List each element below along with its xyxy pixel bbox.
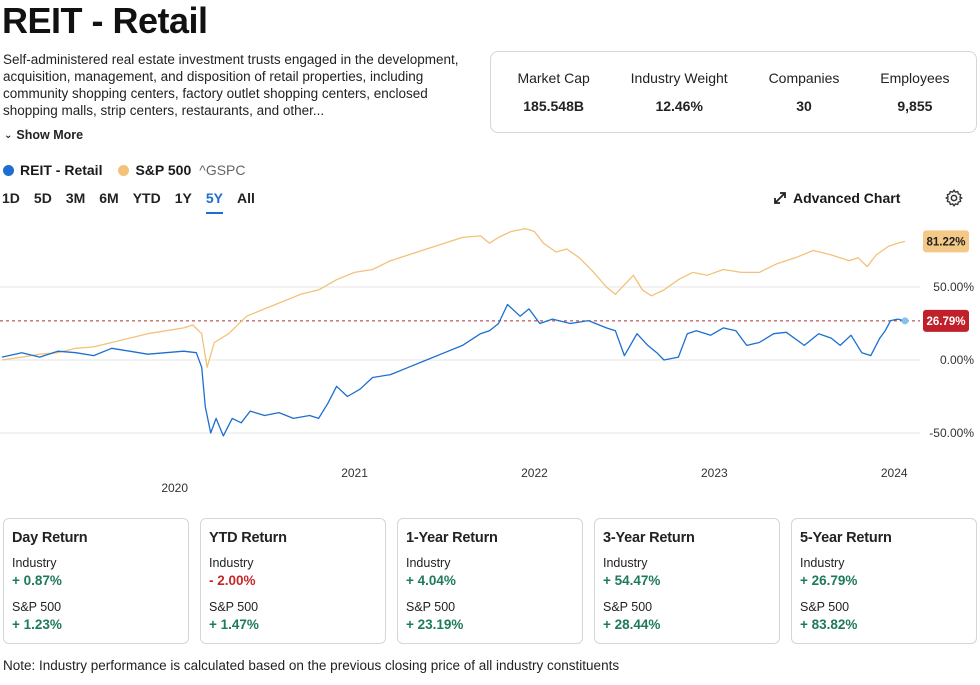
stat-value: 12.46% xyxy=(655,98,703,114)
footnote: Note: Industry performance is calculated… xyxy=(3,658,620,673)
chevron-down-icon: ⌄ xyxy=(4,129,13,141)
industry-label: Industry xyxy=(209,556,254,570)
stat-value: 185.548B xyxy=(523,98,584,114)
stat-industry-weight: Industry Weight 12.46% xyxy=(631,70,728,114)
stat-label: Employees xyxy=(880,70,950,86)
sp500-value: + 28.44% xyxy=(603,617,661,632)
industry-value: + 26.79% xyxy=(800,573,858,588)
reit-end-badge xyxy=(923,309,969,332)
legend-item-sp500[interactable]: S&P 500 ^GSPC xyxy=(118,162,246,178)
range-1d[interactable]: 1D xyxy=(2,190,20,206)
y-tick-label: 50.00% xyxy=(933,280,974,294)
x-tick-label: 2023 xyxy=(701,466,728,480)
gear-icon[interactable] xyxy=(944,188,964,208)
card-title: YTD Return xyxy=(209,530,287,546)
card-1-year-return: 1-Year Return Industry + 4.04% S&P 500 +… xyxy=(397,518,583,644)
sp500-label: S&P 500 xyxy=(603,600,653,614)
sp500-line xyxy=(1,227,906,368)
sp500-label: S&P 500 xyxy=(800,600,850,614)
industry-description: Self-administered real estate investment… xyxy=(3,52,459,118)
range-ytd[interactable]: YTD xyxy=(132,190,161,206)
stat-market-cap: Market Cap 185.548B xyxy=(517,70,589,114)
industry-label: Industry xyxy=(603,556,648,570)
expand-icon xyxy=(774,192,786,204)
card-title: Day Return xyxy=(12,530,88,546)
stat-value: 30 xyxy=(796,98,812,114)
sp500-value: + 83.82% xyxy=(800,617,858,632)
advanced-chart-label: Advanced Chart xyxy=(793,190,901,206)
stats-panel: Market Cap 185.548B Industry Weight 12.4… xyxy=(490,51,977,133)
industry-value: + 4.04% xyxy=(406,573,456,588)
reit-retail-line xyxy=(1,303,906,437)
show-more-button[interactable]: ⌄ Show More xyxy=(4,128,83,142)
range-selector: 1D 5D 3M 6M YTD 1Y 5Y All xyxy=(2,190,262,214)
industry-value: - 2.00% xyxy=(209,573,256,588)
reit-end-point xyxy=(901,317,909,325)
sp500-end-badge-label: 81.22% xyxy=(926,236,965,248)
range-5y[interactable]: 5Y xyxy=(199,190,230,214)
range-all[interactable]: All xyxy=(236,190,255,206)
range-3m[interactable]: 3M xyxy=(65,190,86,206)
sp500-value: + 23.19% xyxy=(406,617,464,632)
y-tick-label: -50.00% xyxy=(929,426,974,440)
legend-label: REIT - Retail xyxy=(20,162,103,178)
legend-item-reit[interactable]: REIT - Retail xyxy=(3,162,102,178)
sp500-label: S&P 500 xyxy=(209,600,259,614)
industry-value: + 54.47% xyxy=(603,573,661,588)
stat-label: Companies xyxy=(768,70,840,86)
legend-label: S&P 500 xyxy=(135,162,192,178)
return-cards: Day Return Industry + 0.87% S&P 500 + 1.… xyxy=(3,518,977,644)
range-6m[interactable]: 6M xyxy=(99,190,119,206)
stat-label: Industry Weight xyxy=(630,70,728,86)
legend-dot-icon xyxy=(118,164,130,176)
card-ytd-return: YTD Return Industry - 2.00% S&P 500 + 1.… xyxy=(200,518,386,644)
card-title: 1-Year Return xyxy=(406,530,498,546)
industry-label: Industry xyxy=(406,556,451,570)
industry-value: + 0.87% xyxy=(12,573,62,588)
range-1y[interactable]: 1Y xyxy=(174,190,192,206)
stat-companies: Companies 30 xyxy=(769,70,840,114)
y-tick-label: 0.00% xyxy=(940,353,974,367)
chart-legend: REIT - Retail S&P 500 ^GSPC xyxy=(3,162,246,178)
stat-value: 9,855 xyxy=(897,98,933,114)
industry-label: Industry xyxy=(12,556,57,570)
performance-chart: 50.00% 0.00% -50.00% 2020 2021 2022 2023 2024 81… xyxy=(0,227,974,495)
sp500-value: + 1.47% xyxy=(209,617,259,632)
stat-employees: Employees 9,855 xyxy=(880,70,949,114)
industry-label: Industry xyxy=(800,556,845,570)
sp500-value: + 1.23% xyxy=(12,617,62,632)
x-tick-label: 2022 xyxy=(521,466,548,480)
card-title: 5-Year Return xyxy=(800,530,892,546)
legend-dot-icon xyxy=(3,164,14,176)
card-5-year-return: 5-Year Return Industry + 26.79% S&P 500 … xyxy=(791,518,977,644)
card-title: 3-Year Return xyxy=(603,530,695,546)
legend-ticker: ^GSPC xyxy=(199,162,246,178)
stat-label: Market Cap xyxy=(517,70,590,86)
x-tick-label: 2024 xyxy=(881,466,908,480)
sp500-label: S&P 500 xyxy=(406,600,456,614)
advanced-chart-button[interactable]: Advanced Chart xyxy=(773,190,900,206)
card-3-year-return: 3-Year Return Industry + 54.47% S&P 500 … xyxy=(594,518,780,644)
sp500-end-badge xyxy=(923,230,969,253)
show-more-label: Show More xyxy=(16,128,84,142)
range-5d[interactable]: 5D xyxy=(33,190,52,206)
reit-end-badge-label: 26.79% xyxy=(926,316,965,328)
x-tick-label: 2020 xyxy=(161,481,188,495)
card-day-return: Day Return Industry + 0.87% S&P 500 + 1.… xyxy=(3,518,189,644)
page-title: REIT - Retail xyxy=(2,0,208,41)
x-tick-label: 2021 xyxy=(341,466,368,480)
sp500-label: S&P 500 xyxy=(12,600,62,614)
